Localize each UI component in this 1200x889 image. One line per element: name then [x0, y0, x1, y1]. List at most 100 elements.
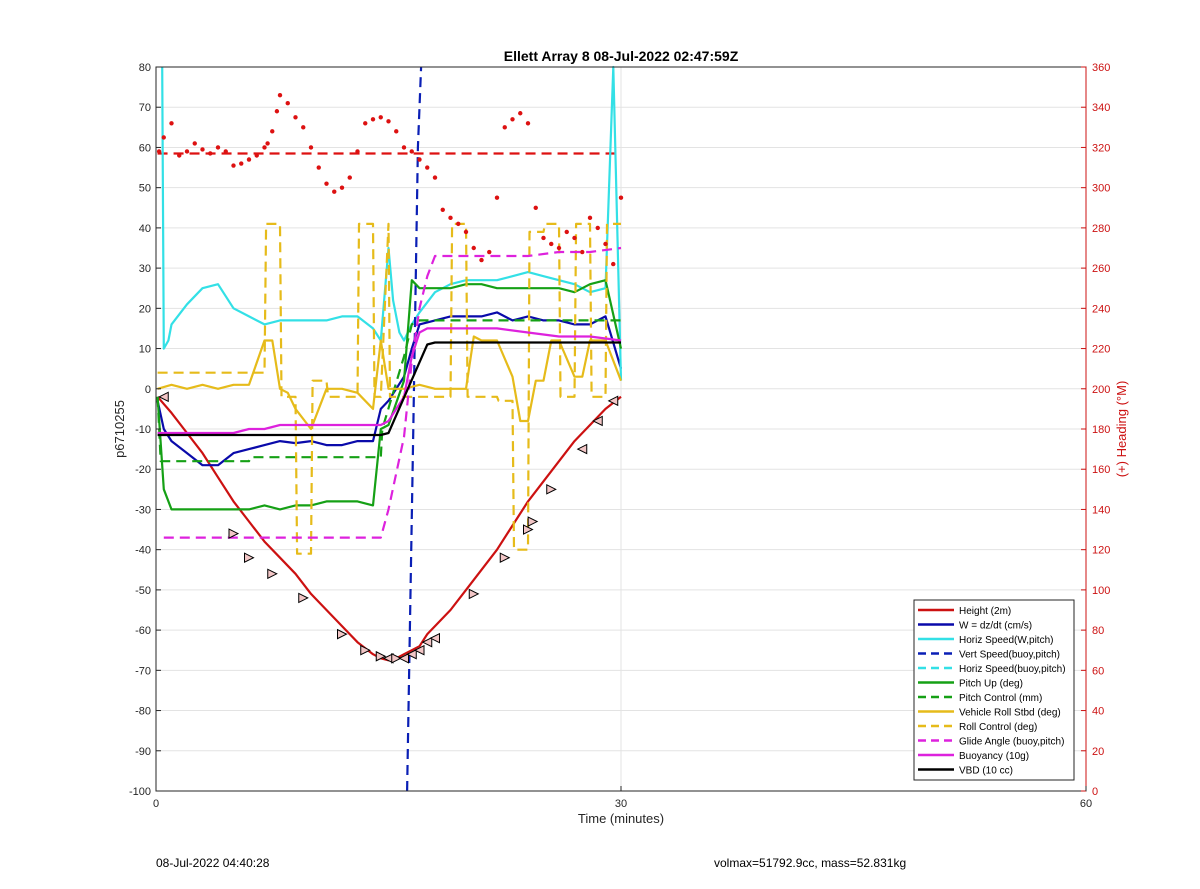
- depth-marker: [523, 524, 534, 535]
- heading-point: [525, 121, 531, 126]
- depth-marker: [375, 650, 387, 662]
- y-tick-label: -60: [135, 625, 151, 637]
- y2-tick-label: 220: [1092, 344, 1110, 356]
- legend-entry: VBD (10 cc): [959, 766, 1013, 777]
- heading-point: [277, 92, 283, 98]
- legend-entry: W = dz/dt (cm/s): [959, 621, 1032, 632]
- heading-point: [223, 149, 228, 154]
- y-tick-label: -20: [135, 464, 151, 476]
- heading-point: [355, 149, 360, 154]
- heading-point: [463, 229, 469, 235]
- heading-point: [285, 101, 290, 106]
- heading-point: [324, 181, 329, 186]
- heading-point: [401, 145, 407, 150]
- legend-entry: Vehicle Roll Stbd (deg): [959, 708, 1061, 719]
- depth-marker: [468, 588, 480, 600]
- heading-point: [510, 117, 515, 122]
- depth-marker: [267, 568, 278, 580]
- depth-marker: [158, 391, 169, 403]
- heading-point: [265, 141, 270, 146]
- y-tick-label: 20: [139, 303, 151, 315]
- heading-point: [177, 153, 182, 158]
- y-tick-label: -40: [135, 545, 151, 557]
- heading-point: [618, 195, 624, 200]
- heading-point: [487, 249, 492, 255]
- y2-tick-label: 260: [1092, 263, 1110, 275]
- y2-tick-label: 140: [1092, 504, 1110, 516]
- depth-marker: [228, 528, 240, 539]
- y-tick-label: -100: [129, 786, 151, 798]
- heading-point: [580, 249, 585, 255]
- y2-tick-label: 200: [1092, 384, 1110, 396]
- depth-marker: [244, 552, 255, 564]
- y-tick-label: 30: [139, 263, 151, 275]
- heading-point: [363, 121, 368, 126]
- chart-title: Ellett Array 8 08-Jul-2022 02:47:59Z: [504, 48, 739, 64]
- heading-point: [231, 163, 236, 168]
- x-tick-label: 0: [153, 798, 159, 810]
- heading-point: [200, 147, 205, 152]
- heading-point: [239, 161, 244, 166]
- y2-tick-label: 360: [1092, 62, 1110, 74]
- depth-marker: [391, 652, 402, 664]
- legend-entry: Buoyancy (10g): [959, 751, 1029, 762]
- series-line: [163, 246, 622, 539]
- depth-marker: [406, 648, 417, 660]
- plot-area: [156, 65, 624, 792]
- y2-tick-label: 300: [1092, 183, 1110, 195]
- heading-point: [432, 175, 438, 180]
- heading-point: [409, 149, 414, 154]
- heading-point: [308, 145, 314, 150]
- series-line: [157, 335, 623, 431]
- heading-point: [448, 215, 453, 221]
- heading-point: [541, 235, 546, 241]
- series-line: [156, 279, 623, 511]
- y-tick-label: -90: [135, 746, 151, 758]
- series-line: [406, 66, 423, 792]
- x-axis-label: Time (minutes): [578, 811, 664, 826]
- heading-point: [533, 205, 538, 210]
- heading-point: [549, 241, 554, 247]
- series-line: [156, 311, 623, 467]
- heading-point: [262, 145, 267, 150]
- depth-marker: [576, 443, 588, 455]
- heading-point: [192, 141, 197, 146]
- heading-point: [456, 221, 461, 227]
- y2-tick-label: 340: [1092, 102, 1110, 114]
- y-tick-label: -70: [135, 665, 151, 677]
- y2-tick-label: 120: [1092, 545, 1110, 557]
- heading-point: [215, 145, 221, 150]
- heading-point: [603, 241, 608, 247]
- heading-point: [386, 119, 391, 124]
- y-tick-label: -50: [135, 585, 151, 597]
- heading-point: [246, 157, 252, 162]
- heading-point: [394, 129, 399, 134]
- heading-point: [156, 149, 162, 154]
- axis-ticks: 80706050403020100-10-20-30-40-50-60-70-8…: [129, 62, 1110, 810]
- heading-point: [370, 117, 376, 122]
- heading-point: [564, 229, 569, 235]
- legend-entry: Pitch Control (mm): [959, 693, 1042, 704]
- heading-point: [417, 157, 422, 162]
- y-tick-label: -30: [135, 504, 151, 516]
- heading-point: [471, 245, 476, 251]
- heading-point: [184, 149, 190, 154]
- y-tick-label: -10: [135, 424, 151, 436]
- y2-tick-label: 40: [1092, 706, 1104, 718]
- y2-tick-label: 20: [1092, 746, 1104, 758]
- heading-point: [572, 235, 577, 241]
- heading-point: [425, 165, 430, 170]
- depth-marker: [337, 628, 348, 640]
- heading-point: [378, 115, 383, 120]
- series-line: [161, 65, 623, 381]
- y2-axis-label: (+) Heading (°M): [1114, 381, 1129, 478]
- legend-entry: Glide Angle (buoy,pitch): [959, 737, 1064, 748]
- legend-box: [913, 599, 1075, 781]
- y-tick-label: 10: [139, 344, 151, 356]
- heading-point: [161, 135, 166, 140]
- heading-point: [587, 215, 593, 221]
- y2-tick-label: 180: [1092, 424, 1110, 436]
- heading-point: [556, 245, 562, 251]
- y-tick-label: 40: [139, 223, 151, 235]
